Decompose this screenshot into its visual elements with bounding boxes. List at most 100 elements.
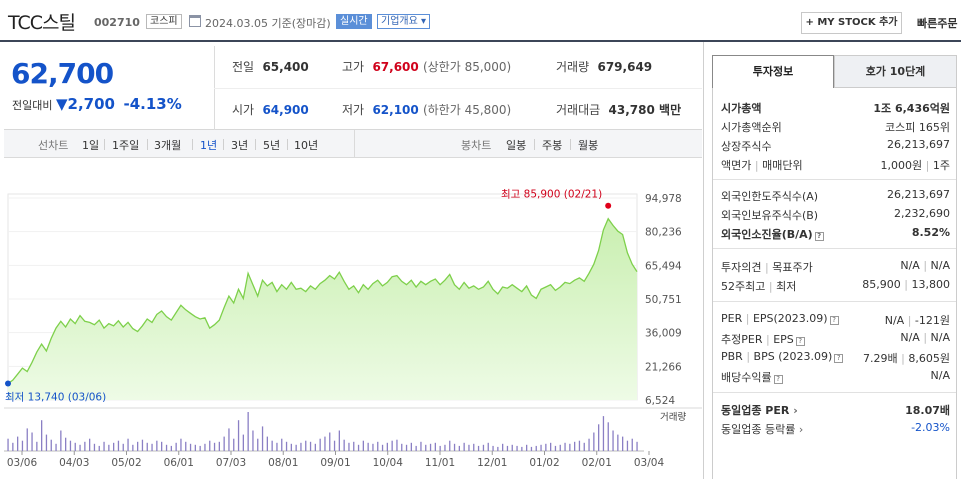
period-3y[interactable]: 3년: [231, 139, 249, 152]
period-1y[interactable]: 1년: [200, 139, 218, 152]
x-tick-label: 01/02: [529, 457, 559, 469]
volume-bar: [137, 441, 139, 451]
y-tick-label: 36,009: [645, 328, 682, 340]
change-value: 2,700: [67, 95, 115, 113]
volume-bar: [449, 440, 451, 451]
volume-bar: [473, 443, 475, 451]
prev-close: 전일 65,400: [232, 60, 309, 74]
volume-bar: [372, 443, 374, 451]
price-chart[interactable]: 94,978 80,236 65,494 50,751 36,009 21,266 6,52…: [4, 160, 702, 479]
volume-bar: [420, 441, 422, 451]
volume-bar: [55, 443, 57, 451]
per-eps-row: PER | EPS(2023.09)? N/A | -121원: [721, 312, 950, 327]
volume-bar: [276, 442, 278, 451]
volume-bar: [511, 444, 513, 451]
help-icon[interactable]: ?: [795, 337, 805, 346]
volume-bar: [45, 434, 48, 451]
volume-bar: [223, 436, 225, 451]
divider: [192, 139, 193, 150]
volume-bar: [540, 444, 542, 451]
volume-bar: [309, 441, 312, 451]
volume-bar: [31, 432, 33, 451]
volume-bar: [165, 444, 168, 451]
volume-bar: [636, 441, 638, 451]
candle-weekly[interactable]: 주봉: [542, 139, 563, 152]
y-tick-label: 21,266: [645, 361, 682, 373]
volume-bar: [521, 446, 523, 451]
volume-bar: [26, 428, 28, 451]
volume-bar: [257, 438, 259, 451]
period-10y[interactable]: 10년: [294, 139, 319, 152]
volume-bar: [141, 439, 144, 451]
volume-bar: [593, 432, 595, 451]
add-mystock-button[interactable]: + MY STOCK 추가: [801, 12, 902, 34]
week52-row: 52주최고 | 최저 85,900 | 13,800: [721, 278, 950, 293]
divider: [703, 42, 704, 479]
industry-rate-row[interactable]: 동일업종 등락률 › -2.03%: [721, 421, 950, 436]
volume-bar: [84, 441, 86, 451]
quick-order-link[interactable]: 빠른주문: [917, 17, 958, 30]
help-icon[interactable]: ?: [829, 316, 839, 325]
x-tick-label: 03/06: [7, 457, 38, 469]
tab-orderbook[interactable]: 호가 10단계: [834, 55, 957, 88]
volume-bar: [626, 440, 629, 451]
volume-bar: [290, 443, 292, 451]
change-rate: -4.13%: [123, 95, 182, 113]
candle-chart-label[interactable]: 봉차트: [461, 139, 492, 152]
open-price: 시가 64,900: [232, 103, 309, 117]
period-1w[interactable]: 1주일: [112, 139, 140, 152]
volume-bar: [180, 438, 182, 451]
low-marker: [5, 380, 11, 387]
volume-bar: [228, 428, 230, 451]
market-cap-row: 시가총액 1조 6,436억원: [721, 102, 950, 115]
help-icon[interactable]: ?: [834, 354, 844, 363]
volume-bar: [487, 442, 489, 451]
volume-bar: [564, 442, 566, 451]
volume-bar: [329, 432, 331, 451]
volume-bar: [300, 442, 302, 451]
help-icon[interactable]: ?: [814, 232, 824, 241]
period-5y[interactable]: 5년: [263, 139, 281, 152]
volume-bar: [453, 443, 456, 451]
volume-bar: [434, 442, 436, 451]
y-tick-label: 6,524: [645, 395, 675, 407]
change-label: 전일대비: [12, 99, 53, 112]
calendar-icon: [189, 15, 201, 27]
line-chart-label[interactable]: 선차트: [38, 139, 69, 152]
opinion-target-row: 투자의견 | 목표주가 N/A | N/A: [721, 259, 950, 274]
divider: [255, 139, 256, 150]
volume-bar: [396, 439, 398, 451]
volume-bar: [233, 438, 235, 451]
tab-investment-info[interactable]: 투자정보: [712, 55, 834, 88]
divider: [713, 248, 956, 249]
company-info-button[interactable]: 기업개요 ▾: [377, 14, 431, 29]
industry-per-row[interactable]: 동일업종 PER › 18.07배: [721, 404, 950, 417]
candle-daily[interactable]: 일봉: [506, 139, 527, 152]
foreign-hold-row: 외국인보유주식수(B) 2,232,690: [721, 207, 950, 222]
period-3m[interactable]: 3개월: [154, 139, 182, 152]
chevron-right-icon: ›: [798, 423, 804, 436]
volume-bar: [252, 430, 254, 451]
volume-bar: [146, 442, 148, 451]
volume-bar: [598, 424, 600, 451]
low-annotation: 최저 13,740 (03/06): [5, 392, 106, 404]
volume-bar: [367, 442, 369, 451]
volume-bar: [285, 441, 288, 451]
candle-section: [354, 130, 702, 157]
help-icon[interactable]: ?: [773, 375, 783, 384]
candle-monthly[interactable]: 월봉: [578, 139, 599, 152]
volume-bar: [401, 443, 403, 451]
period-1d[interactable]: 1일: [82, 139, 100, 152]
volume-bar: [209, 440, 211, 451]
volume-bar: [574, 441, 576, 451]
volume-bar: [348, 442, 350, 451]
divider: [147, 139, 148, 150]
realtime-badge[interactable]: 실시간: [336, 14, 372, 29]
volume-bar: [7, 438, 9, 451]
y-tick-label: 94,978: [645, 193, 682, 205]
volume-bar: [127, 438, 129, 451]
chevron-down-icon: ▾: [421, 16, 427, 27]
divider: [570, 139, 571, 150]
volume-bar: [631, 438, 633, 451]
volume-bar: [588, 438, 590, 451]
